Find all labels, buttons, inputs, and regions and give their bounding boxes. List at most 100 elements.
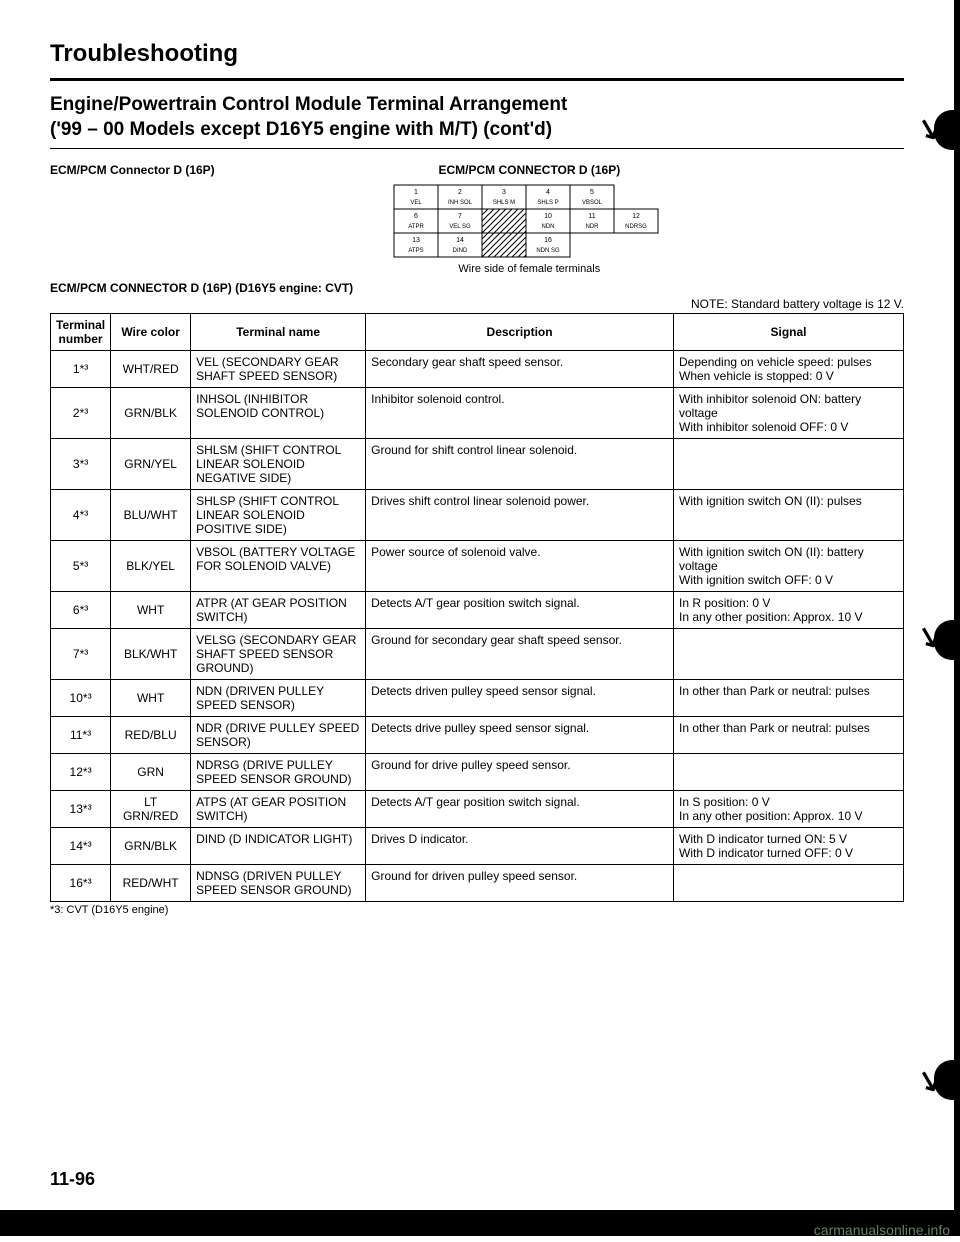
table-cell: WHT [111, 592, 191, 629]
table-cell: GRN/BLK [111, 828, 191, 865]
connector-row: ECM/PCM Connector D (16P) ECM/PCM CONNEC… [50, 163, 904, 275]
page-number: 11-96 [50, 1169, 95, 1190]
table-cell: With inhibitor solenoid ON: battery volt… [674, 388, 904, 439]
connector-left-label: ECM/PCM Connector D (16P) [50, 163, 215, 177]
table-cell: 16*³ [51, 865, 111, 902]
table-row: 6*³WHTATPR (AT GEAR POSITION SWITCH)Dete… [51, 592, 904, 629]
table-row: 10*³WHTNDN (DRIVEN PULLEY SPEED SENSOR)D… [51, 680, 904, 717]
table-cell: RED/WHT [111, 865, 191, 902]
table-cell: 4*³ [51, 490, 111, 541]
table-cell: Drives D indicator. [366, 828, 674, 865]
page-title: Troubleshooting [50, 40, 904, 68]
table-cell: Ground for shift control linear solenoid… [366, 439, 674, 490]
table-header: Signal [674, 314, 904, 351]
page: Troubleshooting Engine/Powertrain Contro… [0, 0, 960, 1210]
svg-text:11: 11 [589, 213, 596, 220]
svg-text:16: 16 [544, 237, 552, 244]
table-cell: 6*³ [51, 592, 111, 629]
svg-text:1: 1 [414, 189, 418, 196]
table-row: 7*³BLK/WHTVELSG (SECONDARY GEAR SHAFT SP… [51, 629, 904, 680]
table-cell: BLK/WHT [111, 629, 191, 680]
section-heading: Engine/Powertrain Control Module Termina… [50, 93, 904, 142]
table-cell: Detects A/T gear position switch signal. [366, 791, 674, 828]
svg-text:3: 3 [502, 189, 506, 196]
table-cell: With ignition switch ON (II): pulses [674, 490, 904, 541]
svg-text:NDRSG: NDRSG [626, 224, 648, 230]
table-cell [674, 629, 904, 680]
table-row: 13*³LT GRN/REDATPS (AT GEAR POSITION SWI… [51, 791, 904, 828]
svg-text:SHLS P: SHLS P [538, 200, 559, 206]
table-cell: Detects A/T gear position switch signal. [366, 592, 674, 629]
table-header: Description [366, 314, 674, 351]
table-cell: RED/BLU [111, 717, 191, 754]
svg-text:ATPS: ATPS [409, 248, 424, 254]
table-cell: 2*³ [51, 388, 111, 439]
table-cell: NDR (DRIVE PULLEY SPEED SENSOR) [191, 717, 366, 754]
svg-text:14: 14 [456, 237, 464, 244]
table-cell: VEL (SECONDARY GEAR SHAFT SPEED SENSOR) [191, 351, 366, 388]
table-row: 5*³BLK/YELVBSOL (BATTERY VOLTAGE FOR SOL… [51, 541, 904, 592]
table-cell: Power source of solenoid valve. [366, 541, 674, 592]
voltage-note: NOTE: Standard battery voltage is 12 V. [50, 297, 904, 311]
table-cell: 14*³ [51, 828, 111, 865]
table-cell: In S position: 0 VIn any other position:… [674, 791, 904, 828]
svg-text:ATPR: ATPR [409, 224, 425, 230]
table-cell: WHT [111, 680, 191, 717]
svg-text:NDN SG: NDN SG [537, 248, 561, 254]
table-header: Terminal number [51, 314, 111, 351]
table-cell: Ground for secondary gear shaft speed se… [366, 629, 674, 680]
svg-text:VEL: VEL [411, 200, 423, 206]
subtitle-line1: Engine/Powertrain Control Module Termina… [50, 94, 567, 115]
svg-text:7: 7 [458, 213, 462, 220]
connector-top-label: ECM/PCM CONNECTOR D (16P) [255, 163, 804, 177]
table-cell: Detects driven pulley speed sensor signa… [366, 680, 674, 717]
table-row: 4*³BLU/WHTSHLSP (SHIFT CONTROL LINEAR SO… [51, 490, 904, 541]
table-cell: Secondary gear shaft speed sensor. [366, 351, 674, 388]
table-cell: GRN/YEL [111, 439, 191, 490]
svg-text:NDN: NDN [542, 224, 555, 230]
table-cell: Ground for driven pulley speed sensor. [366, 865, 674, 902]
table-row: 12*³GRNNDRSG (DRIVE PULLEY SPEED SENSOR … [51, 754, 904, 791]
connector-caption: Wire side of female terminals [255, 263, 804, 275]
table-cell: VBSOL (BATTERY VOLTAGE FOR SOLENOID VALV… [191, 541, 366, 592]
table-cell: LT GRN/RED [111, 791, 191, 828]
table-cell: 3*³ [51, 439, 111, 490]
table-cell: NDN (DRIVEN PULLEY SPEED SENSOR) [191, 680, 366, 717]
table-cell: SHLSP (SHIFT CONTROL LINEAR SOLENOID POS… [191, 490, 366, 541]
sub-connector-label: ECM/PCM CONNECTOR D (16P) (D16Y5 engine:… [50, 281, 904, 295]
table-cell: NDNSG (DRIVEN PULLEY SPEED SENSOR GROUND… [191, 865, 366, 902]
table-cell: BLU/WHT [111, 490, 191, 541]
svg-text:12: 12 [632, 213, 640, 220]
table-row: 1*³WHT/REDVEL (SECONDARY GEAR SHAFT SPEE… [51, 351, 904, 388]
svg-text:2: 2 [458, 189, 462, 196]
svg-text:SHLS M: SHLS M [493, 200, 515, 206]
table-cell: GRN/BLK [111, 388, 191, 439]
table-cell: 10*³ [51, 680, 111, 717]
svg-text:13: 13 [412, 237, 420, 244]
table-row: 14*³GRN/BLKDIND (D INDICATOR LIGHT)Drive… [51, 828, 904, 865]
table-cell: 11*³ [51, 717, 111, 754]
table-cell: In R position: 0 VIn any other position:… [674, 592, 904, 629]
table-cell: Detects drive pulley speed sensor signal… [366, 717, 674, 754]
table-cell: 5*³ [51, 541, 111, 592]
table-cell: NDRSG (DRIVE PULLEY SPEED SENSOR GROUND) [191, 754, 366, 791]
table-row: 3*³GRN/YELSHLSM (SHIFT CONTROL LINEAR SO… [51, 439, 904, 490]
svg-text:VBSOL: VBSOL [582, 200, 603, 206]
table-cell: VELSG (SECONDARY GEAR SHAFT SPEED SENSOR… [191, 629, 366, 680]
bottom-bar: carmanualsonline.info [0, 1210, 960, 1236]
connector-diagram: 1VEL2INH SOL3SHLS M4SHLS P5VBSOL6ATPR7VE… [384, 181, 674, 261]
terminal-table: Terminal numberWire colorTerminal nameDe… [50, 313, 904, 902]
table-cell: With D indicator turned ON: 5 VWith D in… [674, 828, 904, 865]
connector-diagram-block: ECM/PCM CONNECTOR D (16P) 1VEL2INH SOL3S… [255, 163, 804, 275]
svg-text:10: 10 [544, 213, 552, 220]
table-cell: GRN [111, 754, 191, 791]
table-cell: Ground for drive pulley speed sensor. [366, 754, 674, 791]
table-cell: ATPS (AT GEAR POSITION SWITCH) [191, 791, 366, 828]
svg-text:VEL SG: VEL SG [450, 224, 472, 230]
table-row: 2*³GRN/BLKINHSOL (INHIBITOR SOLENOID CON… [51, 388, 904, 439]
title-rule [50, 78, 904, 81]
footnote: *3: CVT (D16Y5 engine) [50, 904, 904, 916]
section-rule [50, 148, 904, 149]
table-cell: Drives shift control linear solenoid pow… [366, 490, 674, 541]
table-cell: INHSOL (INHIBITOR SOLENOID CONTROL) [191, 388, 366, 439]
